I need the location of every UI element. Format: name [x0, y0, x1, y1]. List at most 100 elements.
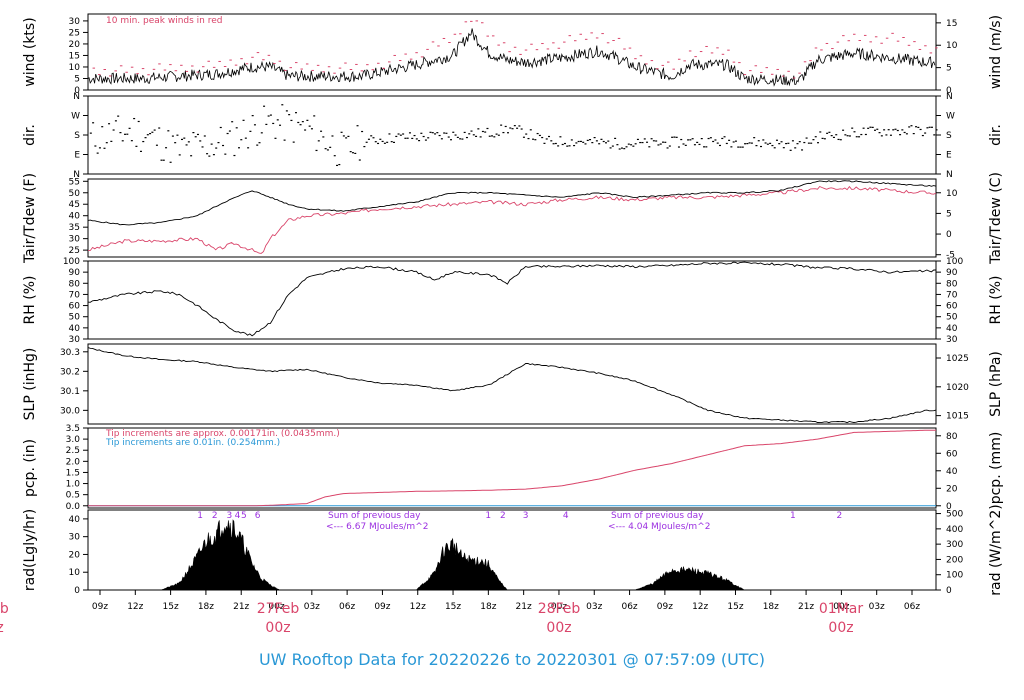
time-tick-label: 06z [904, 602, 920, 612]
rad-sum1-value: <--- 6.67 MJoules/m^2 [326, 522, 428, 532]
time-tick-label: 21z [233, 602, 249, 612]
rad-right-tick-label: 300 [946, 540, 963, 550]
time-axis: 09z 12z 15z 18z 21z 00z 03z 06z 09z 12z 15z 18z 21z 0… [0, 590, 920, 636]
time-tick-label: 06z [339, 602, 355, 612]
temp-left-tick-label: 40 [69, 212, 81, 222]
rh-right-tick-label: 90 [946, 268, 958, 278]
day-label-hour: 00z [828, 620, 853, 636]
time-tick-label: 09z [92, 602, 108, 612]
time-tick-label: 21z [798, 602, 814, 612]
rad-sum1-title: Sum of previous day [328, 511, 421, 521]
rh-line [87, 261, 936, 337]
wind-left-tick-label: 5 [74, 74, 80, 84]
time-tick-label: 12z [410, 602, 426, 612]
temp-right-tick-label: -5 [946, 251, 955, 261]
dir-left-tick-label: E [74, 151, 80, 161]
time-tick-label: 00z [551, 602, 567, 612]
dir-right-tick-label: W [946, 112, 955, 122]
slp-ylabel-right: SLP (hPa) [988, 351, 1004, 417]
rh-right-tick-label: 80 [946, 279, 958, 289]
day-label-date: 01Mar [819, 601, 863, 617]
temp-left-tick-label: 30 [69, 235, 81, 245]
pcp-left-tick-label: 1.5 [66, 468, 80, 478]
rh-left-tick-label: 100 [63, 257, 80, 267]
slp-line [87, 347, 937, 424]
rh-right-tick-label: 50 [946, 313, 958, 323]
rad-sum2-title: Sum of previous day [611, 511, 704, 521]
rad-day1-number: 1 [197, 511, 203, 521]
time-tick-label: 15z [727, 602, 743, 612]
rad-right-tick-label: 500 [946, 510, 963, 520]
dir-ylabel: dir. [22, 124, 38, 146]
dir-right-tick-label: N [946, 92, 953, 102]
pcp-ylabel: pcp. (in) [22, 439, 38, 497]
rad-day1-number: 4 [235, 511, 241, 521]
pcp-left-tick-label: 3.5 [66, 424, 80, 434]
rh-left-tick-label: 60 [69, 302, 81, 312]
wind-left-tick-label: 30 [69, 17, 81, 27]
time-tick-label: 12z [127, 602, 143, 612]
rad-left-tick-label: 0 [74, 586, 80, 596]
pcp-right-tick-label: 60 [946, 449, 958, 459]
rad-ylabel: rad(Lgly/hr) [22, 509, 38, 591]
pcp-left-tick-label: 0.0 [66, 502, 81, 512]
temp-left-tick-label: 45 [69, 200, 80, 210]
dir-ylabel-right: dir. [988, 124, 1004, 146]
rh-left-tick-label: 40 [69, 324, 81, 334]
day-label-hour: 00z [546, 620, 571, 636]
rh-left-tick-label: 80 [69, 279, 81, 289]
rad-area-day3 [634, 566, 745, 591]
rad-right-tick-label: 400 [946, 525, 963, 535]
temp-ylabel: Tair/Tdew (F) [22, 173, 38, 264]
time-tick-label: 18z [763, 602, 779, 612]
time-tick-label: 06z [621, 602, 637, 612]
slp-left-tick-label: 30.2 [60, 367, 80, 377]
temp-ylabel-right: Tair/Tdew (C) [988, 172, 1004, 265]
wind-right-tick-label: 0 [946, 86, 952, 96]
dir-left-tick-label: W [71, 112, 80, 122]
rh-right-tick-label: 70 [946, 290, 958, 300]
time-tick-label: 09z [374, 602, 390, 612]
rad-day2-number: 2 [500, 511, 506, 521]
rad-right-tick-label: 200 [946, 555, 963, 565]
time-tick-label: 00z [268, 602, 284, 612]
dir-left-tick-label: N [73, 170, 80, 180]
temp-left-tick-label: 25 [69, 246, 80, 256]
wind-frame [87, 13, 937, 91]
time-tick-label: 00z [833, 602, 849, 612]
rad-sum2-value: <--- 4.04 MJoules/m^2 [608, 522, 710, 532]
slp-frame [87, 343, 937, 425]
temp-right-tick-label: 0 [946, 230, 952, 240]
pcp-left-tick-label: 3.0 [66, 435, 81, 445]
rad-day3-number: 2 [836, 511, 842, 521]
rh-left-tick-label: 90 [69, 268, 81, 278]
slp-ylabel: SLP (inHg) [22, 348, 38, 421]
rad-day1-number: 2 [212, 511, 218, 521]
wind-left-tick-label: 10 [69, 63, 81, 73]
wind-right-tick-label: 5 [946, 64, 952, 74]
pcp-left-tick-label: 1.0 [66, 480, 81, 490]
time-tick-label: 15z [445, 602, 461, 612]
day-label-date: eb [0, 601, 9, 617]
pcp-note-1: Tip increments are approx. 0.00171in. (0… [105, 429, 340, 439]
pcp-right-tick-label: 20 [946, 484, 958, 494]
wind-left-tick-label: 15 [69, 51, 80, 61]
time-tick-label: 03z [586, 602, 602, 612]
rh-left-tick-label: 50 [69, 313, 81, 323]
pcp-left-tick-label: 2.5 [66, 446, 80, 456]
rad-day3-number: 1 [790, 511, 796, 521]
time-tick-label: 15z [163, 602, 179, 612]
slp-right-tick-label: 1015 [946, 412, 969, 422]
dir-right-tick-label: S [946, 131, 952, 141]
day-label-hour: z [0, 620, 4, 636]
footer-title: UW Rooftop Data for 20220226 to 20220301… [259, 650, 765, 669]
wind-left-tick-label: 25 [69, 28, 80, 38]
wind-right-tick-label: 15 [946, 19, 957, 29]
rad-area-day2 [415, 537, 509, 591]
rad-area-day1 [160, 519, 289, 591]
rad-left-tick-label: 30 [69, 533, 81, 543]
wind-series-line [87, 28, 936, 87]
slp-left-tick-label: 30.3 [60, 348, 80, 358]
dir-right-tick-label: E [946, 151, 952, 161]
